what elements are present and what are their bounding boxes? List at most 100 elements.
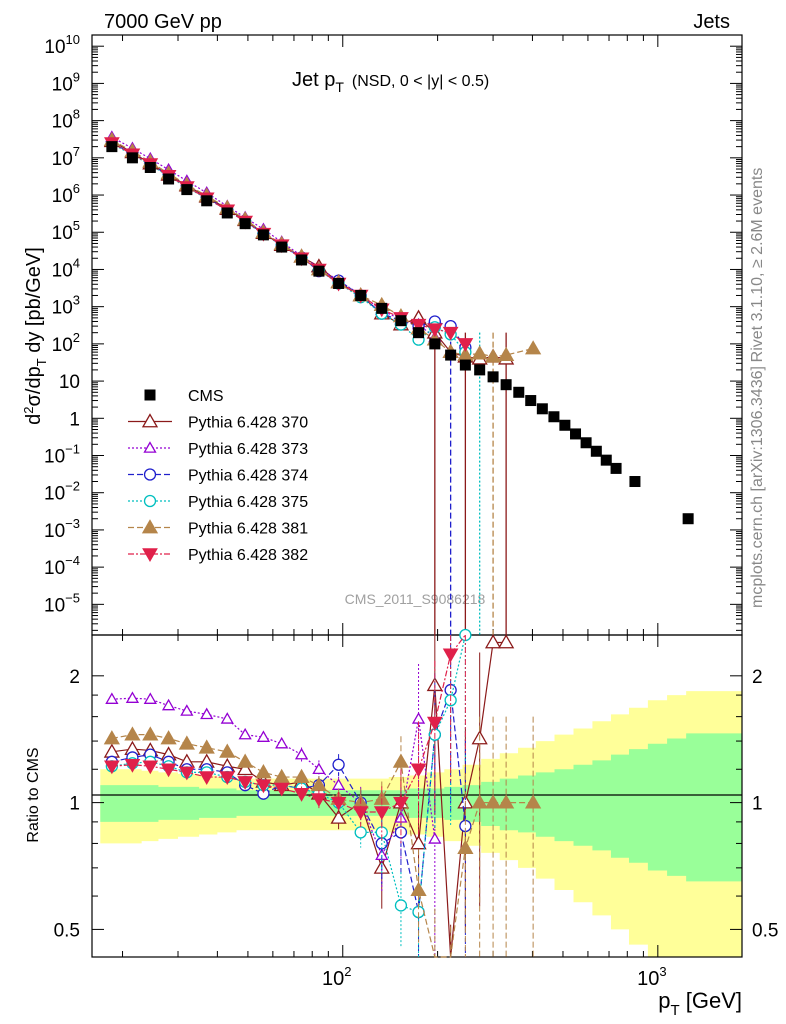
ratio-series-4-point [103,730,120,745]
y-tick-label: 105 [52,218,80,244]
y-tick-label-mantissa: 10 [44,595,65,616]
y-tick-label: 109 [52,69,80,95]
cms-point [610,462,622,474]
y-tick-label-exponent: 7 [73,144,80,159]
cms-point [548,411,560,423]
ratio-series-4-point [178,735,195,750]
ratio-series-0-point [498,634,515,649]
ratio-series-1-point [294,747,309,760]
ratio-series-5-point [124,758,141,773]
ratio-series-1-point [161,698,176,711]
y-tick-label-mantissa: 10 [44,447,65,468]
y-tick-label-mantissa: 10 [59,372,80,393]
ratio-y-tick-label: 2 [69,667,80,688]
series-5-point [426,323,443,338]
mcplots-source-label: mcplots.cern.ch [arXiv:1306.3436] [749,366,766,608]
cms-point [513,386,525,398]
ratio-series-5-point [442,648,459,663]
ratio-series-1-point [180,704,194,716]
cms-point [445,349,457,361]
cms-point [239,218,251,230]
y-tick-label-mantissa: 10 [52,335,73,356]
y-tick-label: 103 [52,293,80,319]
cms-point [525,395,537,407]
plot-title-subscript: T [335,79,344,95]
cms-point [580,437,592,449]
ratio-series-4-point [525,794,542,809]
ratio-series-5-point [410,763,427,778]
y-tick-label-exponent: 9 [73,69,80,84]
legend-marker-0 [141,413,159,428]
y-tick-label: 107 [52,144,80,170]
ratio-series-4-point [124,726,141,741]
legend-marker-3 [143,494,157,508]
cms-point [257,229,269,241]
ratio-series-1-point [256,730,271,742]
series-4-point [484,348,502,363]
ratio-series-4-point [160,730,177,745]
ratio-series [103,628,542,958]
ratio-series-5-point [352,806,369,821]
y-tick-label-exponent: 3 [73,293,80,308]
plot-title-main: Jet p [292,69,335,91]
x-tick-label: 102 [322,964,351,990]
y-tick-label: 106 [52,181,80,207]
ratio-series-5-point [104,760,120,775]
y-tick-label-mantissa: 10 [52,298,73,319]
x-axis-label: pT [GeV] [658,988,742,1019]
y-tick-label-mantissa: 10 [52,149,73,170]
cms-point [201,195,213,207]
ratio-series-1-point [238,727,252,740]
y-tick-label: 102 [52,330,80,356]
ratio-series-1-point [428,832,442,844]
y-tick-label-mantissa: 10 [44,521,65,542]
collision-label: 7000 GeV pp [104,11,222,33]
legend-cms-marker [144,389,156,401]
cms-point [376,302,388,314]
rivet-version-label: Rivet 3.1.10, ≥ 2.6M events [749,168,766,363]
series-4-point [471,345,488,360]
y-tick-label-mantissa: 10 [52,223,73,244]
ratio-y-axis-label: Ratio to CMS [25,747,42,842]
ratio-series-4-point [273,768,290,783]
y-tick-label-mantissa: 10 [52,74,73,95]
ratio-series-4-point [410,881,427,896]
legend: CMS Pythia 6.428 370 Pythia 6.428 373 Pythi… [128,388,308,564]
y-tick-label: 10−1 [44,442,80,468]
legend-label-4: Pythia 6.428 381 [188,521,308,538]
svg-text:Jet pT(NSD, 0 < |y| < 0.5): Jet pT (NSD, 0 < |y| < 0.5) [292,69,489,95]
ratio-y-tick-label-right: 2 [752,667,763,688]
ratio-series-5-point [273,782,290,797]
ratio-series-5-point [311,793,327,808]
ratio-series-4-point [142,726,159,741]
y-tick-label-exponent: 10 [66,32,80,47]
y-tick-label-mantissa: 10 [44,558,65,579]
x-tick-label: 103 [637,964,666,990]
cms-point [487,371,499,383]
ratio-series-1-point [275,736,289,749]
cms-point [413,327,425,339]
y-tick-label-exponent: −1 [65,442,80,457]
ratio-series-1-point [105,692,119,704]
legend-label-2: Pythia 6.428 374 [188,468,308,485]
y-tick-label-exponent: −3 [65,516,80,531]
ratio-series-1-point [143,692,157,704]
cms-point [500,379,512,391]
ratio-series-4-point [484,794,502,809]
ratio-series-4-point [457,839,474,854]
ratio-y-tick-label-right: 1 [752,794,763,815]
series-5-point [410,318,427,333]
cms-point [221,207,233,219]
ratio-series-3-point [354,826,367,839]
cms-point [163,173,175,185]
cms-point [600,454,612,466]
legend-marker-5 [142,548,158,563]
y-tick-label-exponent: 5 [73,218,80,233]
y-tick-label: 104 [52,255,80,281]
main-series [103,130,542,635]
ratio-series-1-point [220,712,234,724]
x-tick-label-mantissa: 10 [322,968,344,990]
cms-point [590,445,602,457]
y-tick-label: 1010 [44,32,80,58]
